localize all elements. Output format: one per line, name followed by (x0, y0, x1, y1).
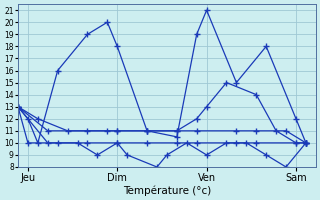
X-axis label: Température (°c): Température (°c) (123, 185, 211, 196)
